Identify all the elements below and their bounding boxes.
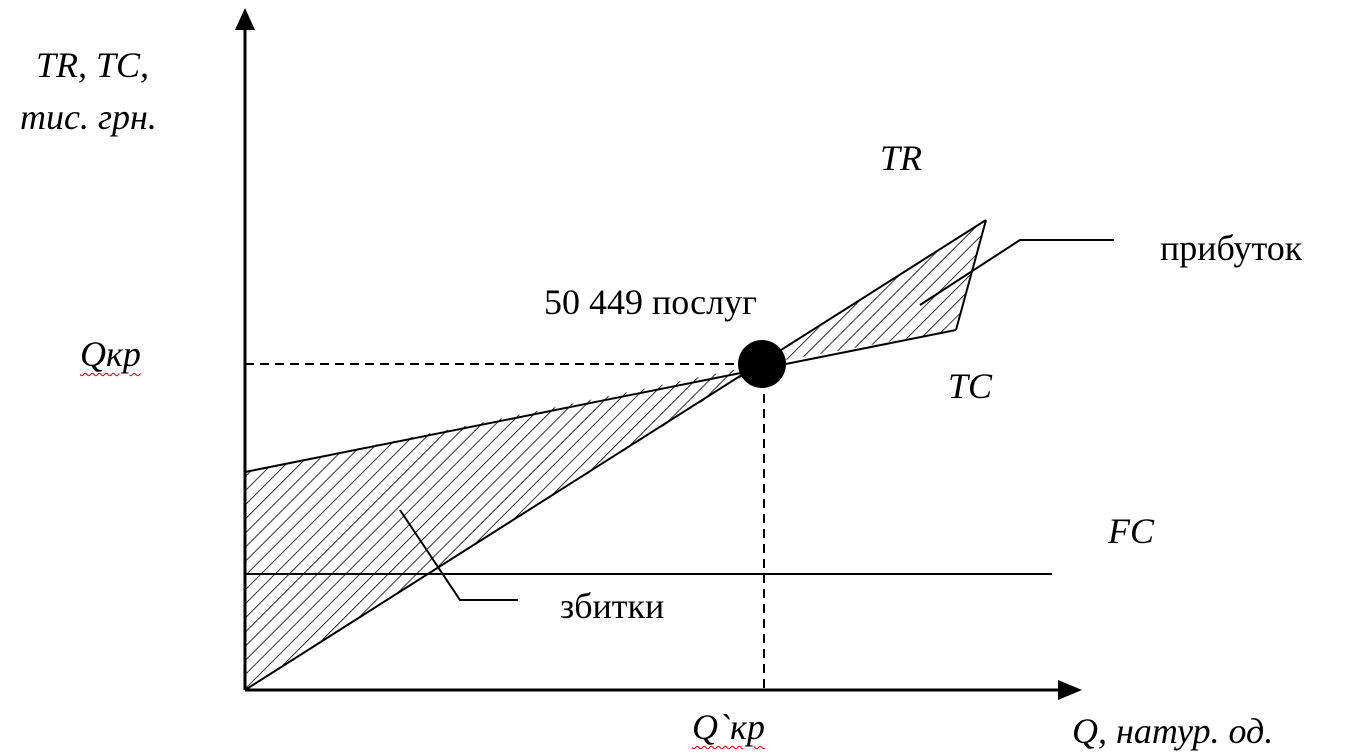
y-axis-label-line2: тис. грн. [20, 97, 157, 137]
break-even-point [738, 340, 786, 388]
x-axis-arrowhead [1058, 680, 1082, 700]
loss-leader-line [399, 509, 518, 601]
y-tick-label-qkr: Qкр [80, 334, 141, 374]
x-tick-label-qkr: Q`кр [692, 707, 765, 747]
tr-line [244, 219, 987, 691]
tc-line [244, 329, 957, 473]
loss-label: збитки [560, 586, 665, 626]
y-axis-label-line1: TR, TC, [36, 45, 150, 85]
x-axis-label: Q, натур. од. [1072, 711, 1274, 751]
y-axis-arrowhead [235, 8, 255, 30]
fc-curve-label: FC [1108, 511, 1155, 551]
break-even-label: 50 449 послуг [544, 282, 757, 322]
tr-curve-label: TR [880, 138, 923, 178]
profit-leader-line [919, 239, 1114, 306]
profit-edge [955, 219, 987, 331]
tc-curve-label: TC [948, 366, 993, 406]
profit-label: прибуток [1160, 228, 1303, 268]
